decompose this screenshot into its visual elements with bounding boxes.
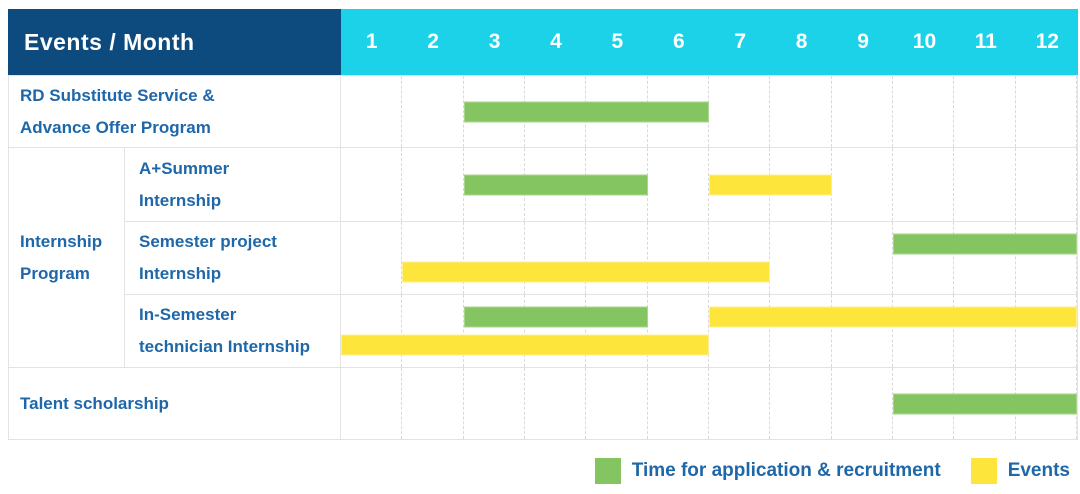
month-column bbox=[832, 76, 893, 147]
month-column bbox=[525, 295, 587, 367]
month-header-10: 10 bbox=[912, 30, 937, 53]
month-column bbox=[954, 76, 1016, 147]
legend: Time for application & recruitment Events bbox=[594, 458, 1070, 484]
header-row: Events / Month 1 2 3 4 5 6 7 8 9 10 11 12 bbox=[8, 9, 1078, 75]
row-label: A+Summer Internship bbox=[125, 148, 341, 221]
month-column bbox=[341, 368, 403, 439]
month-column bbox=[770, 368, 832, 439]
month-column bbox=[893, 295, 955, 367]
month-column bbox=[341, 76, 403, 147]
month-column bbox=[770, 76, 832, 147]
month-column bbox=[341, 222, 403, 294]
month-column bbox=[954, 222, 1016, 294]
month-header-8: 8 bbox=[795, 30, 808, 53]
month-column bbox=[402, 148, 464, 221]
table-body: RD Substitute Service & Advance Offer Pr… bbox=[9, 75, 1077, 439]
month-column bbox=[402, 76, 464, 147]
month-column bbox=[709, 295, 771, 367]
month-column bbox=[1016, 76, 1077, 147]
month-column bbox=[832, 222, 893, 294]
row-chart-area bbox=[341, 76, 1077, 147]
month-column bbox=[402, 222, 464, 294]
month-column bbox=[586, 368, 648, 439]
month-column bbox=[525, 368, 587, 439]
month-column bbox=[341, 295, 403, 367]
month-column bbox=[709, 222, 771, 294]
month-column bbox=[709, 76, 771, 147]
row-label: Talent scholarship bbox=[9, 368, 341, 439]
table-row: Talent scholarship bbox=[9, 367, 1077, 439]
month-column bbox=[586, 222, 648, 294]
month-column bbox=[648, 368, 709, 439]
row-chart-area bbox=[341, 148, 1077, 221]
month-column bbox=[832, 368, 893, 439]
month-column bbox=[832, 148, 893, 221]
month-column bbox=[893, 76, 955, 147]
month-column bbox=[464, 295, 525, 367]
month-column bbox=[402, 295, 464, 367]
month-header-4: 4 bbox=[550, 30, 562, 53]
legend-label: Events bbox=[1007, 460, 1070, 481]
month-column bbox=[648, 222, 709, 294]
month-column bbox=[893, 222, 955, 294]
month-header-12: 12 bbox=[1035, 30, 1059, 53]
gantt-bar-event bbox=[709, 306, 1077, 328]
month-column bbox=[954, 295, 1016, 367]
month-header-9: 9 bbox=[857, 30, 869, 53]
row-group: Internship Program A+Summer Internship Sem… bbox=[9, 147, 1077, 367]
gantt-bar-application bbox=[893, 233, 1077, 255]
legend-swatch-event-icon bbox=[970, 458, 997, 484]
month-column bbox=[464, 368, 525, 439]
month-column bbox=[770, 295, 832, 367]
group-label: Internship Program bbox=[9, 148, 125, 367]
month-column bbox=[770, 222, 832, 294]
month-column bbox=[648, 148, 709, 221]
table-row: Semester project Internship bbox=[125, 221, 1077, 294]
month-column bbox=[1016, 148, 1077, 221]
row-chart-area bbox=[341, 222, 1077, 294]
table-row: In-Semester technician Internship bbox=[125, 294, 1077, 367]
month-column bbox=[954, 148, 1016, 221]
month-column bbox=[1016, 295, 1077, 367]
row-label: RD Substitute Service & Advance Offer Pr… bbox=[9, 76, 341, 147]
month-column bbox=[709, 368, 771, 439]
gantt-bar-application bbox=[463, 101, 709, 122]
month-column bbox=[341, 148, 403, 221]
gantt-bar-event bbox=[341, 334, 709, 356]
gantt-bar-application bbox=[893, 393, 1077, 414]
month-column bbox=[464, 222, 525, 294]
table-row: RD Substitute Service & Advance Offer Pr… bbox=[9, 75, 1077, 147]
gantt-bar-event bbox=[709, 174, 832, 195]
month-header-3: 3 bbox=[488, 30, 501, 53]
legend-item: Time for application & recruitment bbox=[594, 458, 941, 484]
month-header-6: 6 bbox=[672, 30, 685, 53]
month-header-7: 7 bbox=[734, 30, 747, 53]
gantt-bar-application bbox=[463, 306, 648, 328]
month-column bbox=[402, 368, 464, 439]
gantt-bar-application bbox=[463, 174, 648, 195]
month-column bbox=[525, 222, 587, 294]
month-column bbox=[586, 295, 648, 367]
month-header-row: 1 2 3 4 5 6 7 8 9 10 11 12 bbox=[341, 9, 1078, 75]
month-column bbox=[648, 295, 709, 367]
month-header-2: 2 bbox=[427, 30, 439, 53]
gantt-table: Events / Month 1 2 3 4 5 6 7 8 9 10 11 12 RD Substi… bbox=[8, 9, 1078, 440]
month-header-1: 1 bbox=[365, 30, 378, 53]
row-label: In-Semester technician Internship bbox=[125, 295, 341, 367]
row-label: Semester project Internship bbox=[125, 222, 341, 294]
row-chart-area bbox=[341, 295, 1077, 367]
table-header-title: Events / Month bbox=[8, 9, 341, 75]
month-header-5: 5 bbox=[611, 30, 624, 53]
month-column bbox=[832, 295, 893, 367]
month-header-11: 11 bbox=[974, 30, 997, 53]
group-sub-rows: A+Summer Internship Semester project Inte… bbox=[125, 148, 1077, 367]
month-column bbox=[893, 148, 955, 221]
legend-item: Events bbox=[970, 458, 1070, 484]
legend-swatch-application-icon bbox=[594, 458, 621, 484]
table-row: A+Summer Internship bbox=[125, 148, 1077, 221]
month-column bbox=[1016, 222, 1077, 294]
gantt-bar-event bbox=[402, 261, 771, 283]
row-chart-area bbox=[341, 368, 1077, 439]
legend-label: Time for application & recruitment bbox=[631, 460, 941, 481]
